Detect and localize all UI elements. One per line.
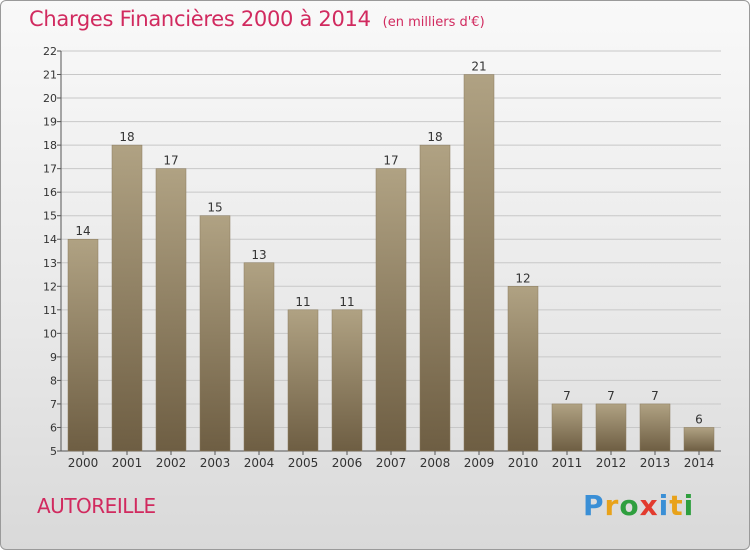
logo-letter: i — [683, 489, 695, 522]
bar-value-label: 17 — [383, 154, 398, 168]
bar-value-label: 18 — [427, 130, 442, 144]
y-tick-label: 10 — [43, 327, 57, 340]
bar-value-label: 7 — [607, 389, 615, 403]
logo-letter: t — [669, 489, 684, 522]
y-tick-label: 19 — [43, 116, 57, 129]
y-tick-label: 13 — [43, 257, 57, 270]
y-tick-label: 18 — [43, 139, 57, 152]
y-tick-label: 14 — [43, 233, 57, 246]
bar — [199, 215, 231, 452]
bar — [67, 238, 99, 452]
x-tick-label: 2009 — [464, 456, 495, 470]
bar — [595, 403, 627, 452]
y-tick-label: 15 — [43, 210, 57, 223]
logo-letter: P — [583, 489, 605, 522]
y-tick-label: 5 — [50, 445, 57, 458]
bar-value-label: 18 — [119, 130, 134, 144]
y-tick-label: 7 — [50, 398, 57, 411]
bar-value-label: 6 — [695, 412, 703, 426]
bar — [155, 168, 187, 452]
x-tick-label: 2003 — [200, 456, 231, 470]
proxiti-logo: Proxiti — [583, 489, 694, 522]
x-tick-label: 2013 — [640, 456, 671, 470]
bar-value-label: 7 — [651, 389, 659, 403]
x-tick-label: 2010 — [508, 456, 539, 470]
bar-value-label: 12 — [515, 271, 530, 285]
bar-value-label: 11 — [339, 295, 354, 309]
y-tick-label: 6 — [50, 421, 57, 434]
bar — [111, 144, 143, 452]
unit-label: (en milliers d'€) — [382, 15, 485, 30]
x-tick-label: 2006 — [332, 456, 363, 470]
y-tick-label: 20 — [43, 92, 57, 105]
logo-letter: o — [619, 489, 640, 522]
bar — [375, 168, 407, 452]
bar-value-label: 17 — [163, 154, 178, 168]
bar — [683, 427, 715, 452]
x-tick-label: 2014 — [684, 456, 715, 470]
x-tick-label: 2008 — [420, 456, 451, 470]
x-tick-label: 2012 — [596, 456, 627, 470]
x-tick-label: 2004 — [244, 456, 275, 470]
x-tick-label: 2002 — [156, 456, 187, 470]
bar-value-label: 7 — [563, 389, 571, 403]
y-tick-label: 17 — [43, 163, 57, 176]
chart-title-text: Charges Financières 2000 à 2014 — [29, 7, 371, 31]
x-tick-label: 2007 — [376, 456, 407, 470]
x-tick-label: 2011 — [552, 456, 583, 470]
bar — [507, 286, 539, 452]
bar — [243, 262, 275, 452]
logo-letter: i — [658, 489, 670, 522]
x-tick-label: 2005 — [288, 456, 319, 470]
y-tick-label: 8 — [50, 374, 57, 387]
x-tick-label: 2000 — [68, 456, 99, 470]
x-tick-label: 2001 — [112, 456, 143, 470]
bar — [287, 309, 319, 452]
logo-letter: x — [639, 489, 659, 522]
y-tick-label: 9 — [50, 351, 57, 364]
bar — [463, 74, 495, 452]
y-tick-label: 12 — [43, 280, 57, 293]
bar-value-label: 13 — [251, 248, 266, 262]
bar — [551, 403, 583, 452]
logo-letter: r — [604, 489, 620, 522]
bar-value-label: 14 — [75, 224, 90, 238]
y-tick-label: 16 — [43, 186, 57, 199]
bar — [639, 403, 671, 452]
y-tick-label: 11 — [43, 304, 57, 317]
bar-value-label: 11 — [295, 295, 310, 309]
bar — [331, 309, 363, 452]
commune-name: AUTOREILLE — [37, 494, 156, 518]
bar — [419, 144, 451, 452]
chart-title: Charges Financières 2000 à 2014 (en milli… — [29, 7, 485, 31]
bar-value-label: 15 — [207, 201, 222, 215]
y-tick-label: 22 — [43, 45, 57, 58]
bar-value-label: 21 — [471, 60, 486, 74]
y-tick-label: 21 — [43, 69, 57, 82]
